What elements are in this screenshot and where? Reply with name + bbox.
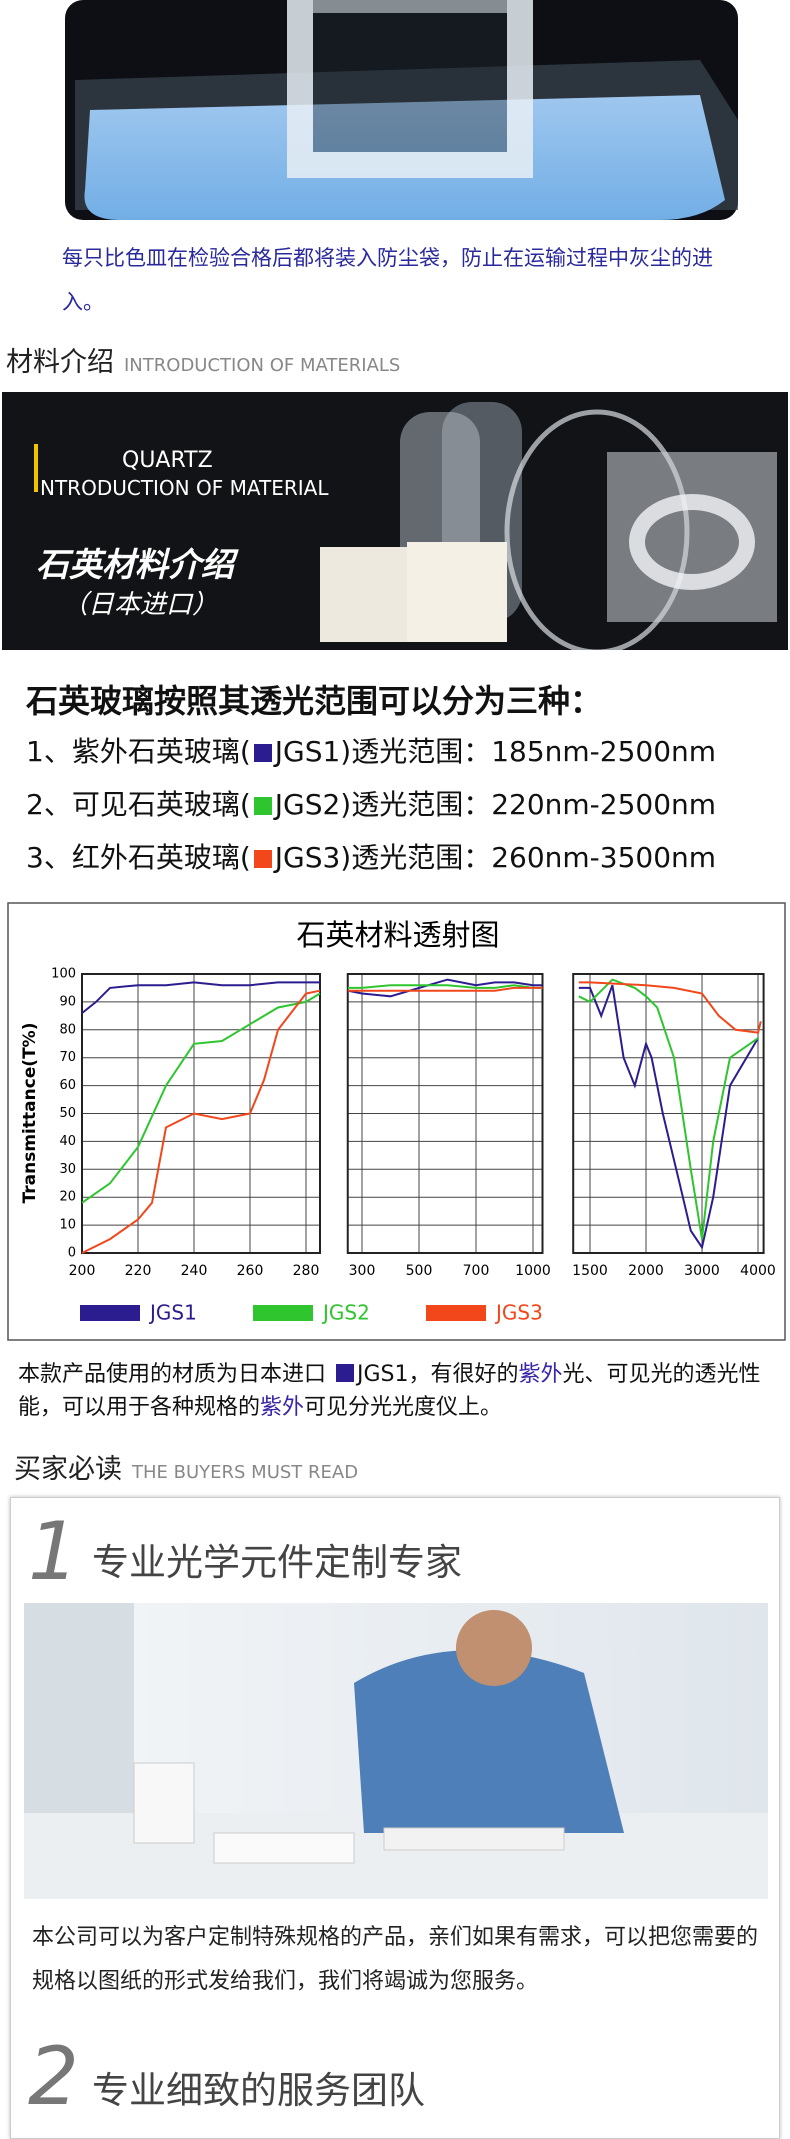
legend-label: JGS3 bbox=[494, 1301, 543, 1325]
banner bbox=[2, 392, 788, 650]
panel-frame bbox=[81, 973, 321, 1254]
y-tick-label: 30 bbox=[59, 1162, 76, 1177]
point-text: 本公司可以为客户定制特殊规格的产品，亲们如果有需求，可以把您需要的规格以图纸的形… bbox=[32, 1925, 759, 1994]
series-line bbox=[347, 978, 543, 998]
y-tick-label: 90 bbox=[59, 994, 76, 1009]
x-tick-label: 500 bbox=[406, 1263, 433, 1279]
note-text: JGS1，有很好的 bbox=[357, 1362, 519, 1387]
section-heading: 材料介绍 INTRODUCTION OF MATERIALS bbox=[6, 340, 400, 379]
series-line bbox=[347, 986, 543, 992]
x-tick-label: 300 bbox=[349, 1263, 376, 1279]
point-title: 专业细致的服务团队 bbox=[92, 2069, 425, 2112]
y-tick-label: 40 bbox=[59, 1134, 76, 1149]
item-text: JGS3)透光范围：260nm-3500nm bbox=[274, 841, 717, 874]
panel-frame bbox=[346, 973, 544, 1254]
y-tick-label: 100 bbox=[51, 967, 76, 982]
point-number: 1 bbox=[28, 1505, 79, 1598]
x-tick-label: 2000 bbox=[628, 1263, 664, 1279]
section-heading: 买家必读 THE BUYERS MUST READ bbox=[14, 1447, 358, 1486]
color-swatch bbox=[253, 850, 272, 868]
x-tick-label: 280 bbox=[293, 1263, 320, 1279]
chart-title: 石英材料透射图 bbox=[296, 918, 499, 952]
cuvette-photo bbox=[65, 0, 738, 220]
note-text: 紫外 bbox=[518, 1362, 563, 1387]
item-text: 1、紫外石英玻璃( bbox=[26, 735, 251, 768]
note-text: 本款产品使用的材质为日本进口 bbox=[18, 1362, 333, 1387]
color-swatch bbox=[253, 744, 272, 762]
y-tick-label: 10 bbox=[59, 1218, 76, 1233]
x-tick-label: 220 bbox=[125, 1263, 152, 1279]
x-tick-label: 700 bbox=[463, 1263, 490, 1279]
series-line bbox=[81, 992, 321, 1204]
item-text: 3、红外石英玻璃( bbox=[26, 841, 251, 874]
legend-label: JGS2 bbox=[321, 1301, 370, 1325]
x-tick-label: 4000 bbox=[740, 1263, 776, 1279]
classification-item: 1、紫外石英玻璃( JGS1)透光范围：185nm-2500nm bbox=[26, 730, 716, 770]
banner-line1: QUARTZ bbox=[122, 448, 213, 473]
y-tick-label: 20 bbox=[59, 1190, 76, 1205]
transmission-chart: 石英材料透射图 Transmittance(T%) 0 10 20 30 40 50 60 7… bbox=[7, 902, 786, 1341]
note-text: 光、可见光的透光性能，可以用于各种规格的 bbox=[18, 1362, 761, 1420]
product-note: 本款产品使用的材质为日本进口 JGS1，有很好的紫外光、可见光的透光性能，可以用… bbox=[18, 1358, 778, 1424]
x-tick-label: 240 bbox=[181, 1263, 208, 1279]
note-text: 紫外 bbox=[260, 1395, 305, 1420]
classification-heading: 石英玻璃按照其透光范围可以分为三种： bbox=[26, 682, 603, 720]
color-swatch bbox=[253, 797, 272, 815]
y-axis-label: Transmittance(T%) bbox=[20, 1023, 40, 1204]
classification-item: 3、红外石英玻璃( JGS3)透光范围：260nm-3500nm bbox=[26, 836, 716, 876]
series-line bbox=[578, 981, 762, 1034]
legend-swatch bbox=[253, 1305, 313, 1321]
office-photo bbox=[24, 1603, 768, 1899]
x-tick-label: 1000 bbox=[515, 1263, 551, 1279]
point-title: 专业光学元件定制专家 bbox=[92, 1541, 462, 1584]
point-number: 2 bbox=[28, 2030, 79, 2123]
section-subtitle: THE BUYERS MUST READ bbox=[132, 1462, 359, 1483]
item-text: 2、可见石英玻璃( bbox=[26, 788, 251, 821]
item-text: JGS2)透光范围：220nm-2500nm bbox=[274, 788, 717, 821]
y-tick-label: 50 bbox=[59, 1106, 76, 1121]
series-line bbox=[81, 989, 321, 1254]
banner-line3: 石英材料介绍 bbox=[36, 545, 234, 584]
caption: 每只比色皿在检验合格后都将装入防尘袋，防止在运输过程中灰尘的进入。 bbox=[62, 246, 713, 314]
x-tick-label: 1500 bbox=[572, 1263, 608, 1279]
series-line bbox=[347, 984, 543, 989]
section-title: 买家必读 bbox=[14, 1454, 122, 1485]
item-text: JGS1)透光范围：185nm-2500nm bbox=[274, 735, 717, 768]
banner-line2: NTRODUCTION OF MATERIAL bbox=[40, 476, 329, 500]
y-tick-label: 80 bbox=[59, 1022, 76, 1037]
x-tick-label: 260 bbox=[237, 1263, 264, 1279]
note-text: 可见分光光度仪上。 bbox=[304, 1395, 503, 1420]
banner-line4: （日本进口） bbox=[62, 590, 219, 620]
section-subtitle: INTRODUCTION OF MATERIALS bbox=[124, 355, 401, 376]
legend-swatch bbox=[80, 1305, 140, 1321]
x-tick-label: 3000 bbox=[684, 1263, 720, 1279]
y-tick-label: 70 bbox=[59, 1050, 76, 1065]
color-swatch bbox=[336, 1364, 354, 1382]
series-line bbox=[578, 984, 759, 1250]
y-tick-label: 60 bbox=[59, 1078, 76, 1093]
series-line bbox=[81, 981, 320, 1014]
section-title: 材料介绍 bbox=[6, 347, 114, 378]
x-tick-label: 200 bbox=[69, 1263, 96, 1279]
panel-frame bbox=[572, 973, 765, 1254]
y-tick-label: 0 bbox=[68, 1246, 76, 1261]
legend-label: JGS1 bbox=[148, 1301, 197, 1325]
classification-item: 2、可见石英玻璃( JGS2)透光范围：220nm-2500nm bbox=[26, 783, 716, 823]
legend-swatch bbox=[426, 1305, 486, 1321]
